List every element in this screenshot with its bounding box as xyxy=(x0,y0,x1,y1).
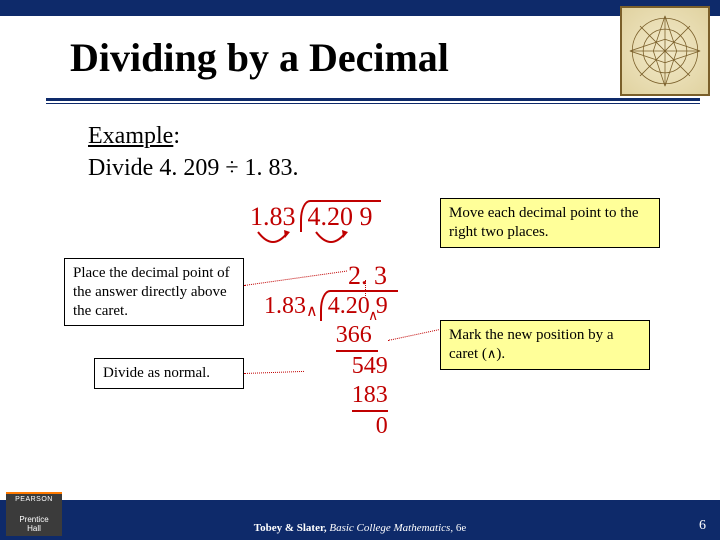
footer-band xyxy=(0,500,720,540)
rule-thin xyxy=(46,103,700,104)
caret-symbol-icon: ∧ xyxy=(487,346,497,361)
footer-credit: Tobey & Slater, Basic College Mathematic… xyxy=(0,522,720,534)
caret-icon: ∧ xyxy=(306,303,318,320)
work-line2: 549 xyxy=(352,353,388,379)
callout-move-text: Move each decimal point to the right two… xyxy=(449,205,639,240)
callout-place: Place the decimal point of the answer di… xyxy=(64,258,244,326)
divisor2: 1.83 xyxy=(264,293,306,319)
caret-icon: ∧ xyxy=(368,308,378,325)
rule-thick xyxy=(46,98,700,101)
credit-edition: 6e xyxy=(453,522,466,534)
arc-icon xyxy=(256,230,290,248)
page-number: 6 xyxy=(699,518,706,534)
title-area: Dividing by a Decimal xyxy=(0,16,720,98)
dividend2: 4.20 9 xyxy=(328,293,388,319)
callout-divide-text: Divide as normal. xyxy=(103,365,210,381)
credit-authors: Tobey & Slater, xyxy=(254,522,330,534)
callout-mark-suffix: ). xyxy=(496,346,505,362)
credit-title: Basic College Mathematics, xyxy=(329,522,453,534)
example-text: Divide 4. 209 ÷ 1. 83. xyxy=(88,155,299,181)
work-line4: 0 xyxy=(376,413,388,439)
connector-line xyxy=(365,280,366,296)
connector-line xyxy=(244,271,347,286)
example-label: Example xyxy=(88,123,173,149)
top-band xyxy=(0,0,720,16)
callout-divide: Divide as normal. xyxy=(94,358,244,389)
quotient: 2. 3 xyxy=(348,260,387,291)
divisor1: 1.83 xyxy=(250,202,296,231)
work-line3: 183 xyxy=(352,381,388,412)
callout-move: Move each decimal point to the right two… xyxy=(440,198,660,248)
slide-title: Dividing by a Decimal xyxy=(70,34,449,81)
math-step1: 1.83 4.20 9 xyxy=(250,200,381,232)
callout-place-text: Place the decimal point of the answer di… xyxy=(73,265,230,319)
work-line1: 366 xyxy=(336,321,378,352)
compass-rose-icon xyxy=(620,6,710,96)
arc-icon xyxy=(314,230,348,248)
callout-mark-prefix: Mark the new position by a caret ( xyxy=(449,327,614,362)
dividend1: 4.20 9 xyxy=(308,202,373,231)
publisher-top: PEARSON xyxy=(15,496,53,503)
example-block: Example: Divide 4. 209 ÷ 1. 83. xyxy=(88,120,299,185)
callout-mark: Mark the new position by a caret (∧). xyxy=(440,320,650,370)
